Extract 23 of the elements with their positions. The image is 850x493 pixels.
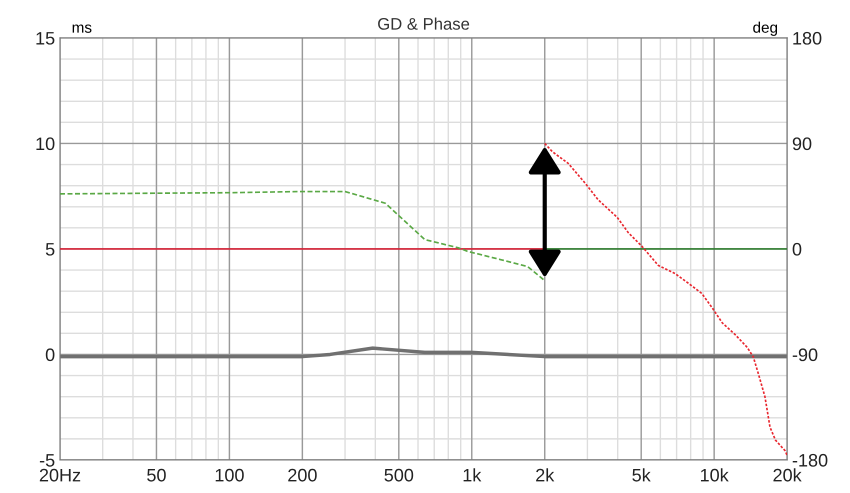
x-tick-label: 20Hz bbox=[40, 468, 80, 482]
x-tick-label: 20k bbox=[773, 468, 802, 482]
y-axis-title: ms bbox=[72, 24, 92, 33]
x-tick-label: 5k bbox=[632, 468, 651, 482]
x-tick-label: 2k bbox=[536, 468, 554, 482]
chart-title: GD & Phase bbox=[378, 18, 470, 30]
y2-tick-label: 90 bbox=[792, 137, 812, 150]
x-tick-label: 200 bbox=[288, 468, 317, 482]
y2-tick-label: -180 bbox=[792, 454, 828, 467]
x-tick-label: 50 bbox=[147, 468, 166, 482]
x-tick-label: 1k bbox=[464, 468, 482, 482]
y2-tick-label: 180 bbox=[793, 32, 822, 45]
y-tick-label: 15 bbox=[36, 32, 54, 45]
y2-tick-label: -90 bbox=[792, 348, 818, 362]
x-tick-label: 100 bbox=[216, 468, 244, 482]
y2-tick-label: 0 bbox=[792, 242, 802, 256]
y2-axis-title: deg bbox=[753, 22, 778, 36]
y-tick-label: -5 bbox=[40, 454, 54, 467]
x-tick-label: 10k bbox=[700, 468, 729, 482]
y-tick-label: 0 bbox=[46, 348, 54, 362]
y-tick-label: 10 bbox=[36, 137, 54, 150]
x-tick-label: 500 bbox=[384, 468, 414, 482]
y-tick-label: 5 bbox=[46, 243, 54, 256]
